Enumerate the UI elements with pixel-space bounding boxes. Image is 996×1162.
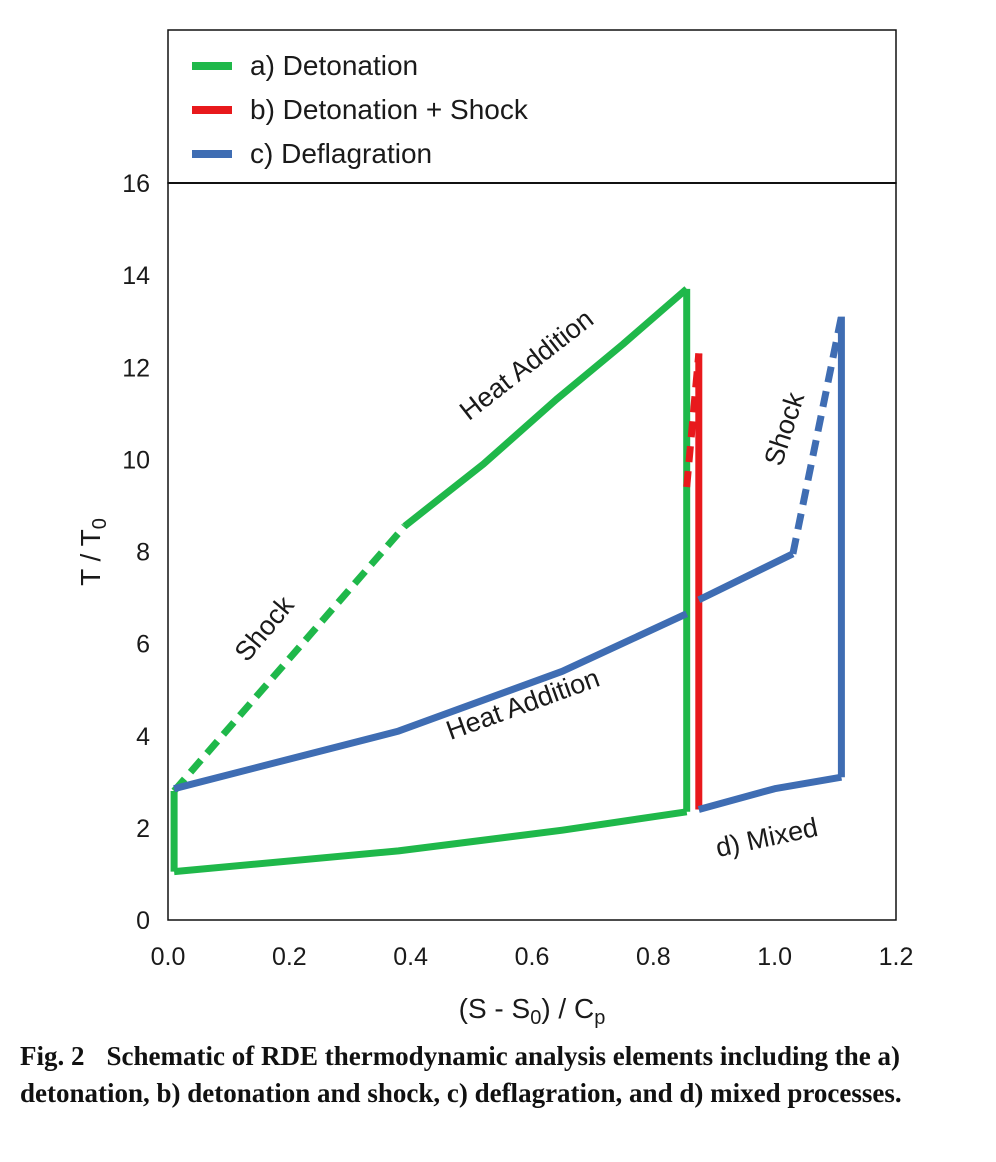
series-layer [170,286,845,876]
y-tick-label: 10 [122,446,150,474]
legend-box [167,29,897,184]
caption-figure-number: Fig. 2 [20,1041,85,1071]
legend: a) Detonation b) Detonation + Shock c) Def… [192,50,529,169]
y-tick-label: 6 [136,631,150,659]
chart: a) Detonation b) Detonation + Shock c) Def… [75,29,914,1029]
series-line-dashed [171,523,408,794]
x-tick-label: 1.2 [879,943,914,971]
annotation-label: Heat Addition [454,304,599,427]
x-tick-labels: 0.0 0.2 0.4 0.6 0.8 1.0 1.2 [151,943,914,971]
y-tick-label: 16 [122,170,150,198]
series-3 [173,315,845,813]
series-2 [683,353,703,810]
y-tick-label: 4 [136,723,150,751]
series-line-solid [173,610,689,793]
caption-text: Schematic of RDE thermodynamic analysis … [20,1041,902,1108]
y-tick-labels: 0 2 4 6 8 10 12 14 16 [122,170,150,935]
x-tick-label: 0.8 [636,943,671,971]
plot-area [167,182,897,921]
y-tick-label: 12 [122,354,150,382]
series-line-solid [697,773,842,813]
figure-caption: Fig. 2 Schematic of RDE thermodynamic ana… [20,1038,982,1112]
x-tick-label: 0.2 [272,943,307,971]
series-line-solid [173,808,688,876]
annotation-label: Shock [758,388,810,469]
y-tick-label: 14 [122,262,150,290]
x-tick-label: 0.6 [515,943,550,971]
x-tick-label: 1.0 [757,943,792,971]
series-1 [170,286,691,876]
x-tick-label: 0.0 [151,943,186,971]
series-line-solid [402,286,689,529]
y-axis-label: T / T0 [75,518,111,586]
y-tick-label: 0 [136,907,150,935]
x-axis-label: (S - S0) / Cp [459,993,606,1029]
y-tick-label: 2 [136,815,150,843]
annotation-label: d) Mixed [713,812,821,863]
y-tick-label: 8 [136,539,150,567]
legend-label: a) Detonation [250,50,418,81]
legend-label: b) Detonation + Shock [250,94,529,125]
x-tick-label: 0.4 [393,943,428,971]
series-line-dashed [789,315,845,555]
series-line-solid [697,550,795,604]
legend-label: c) Deflagration [250,138,432,169]
